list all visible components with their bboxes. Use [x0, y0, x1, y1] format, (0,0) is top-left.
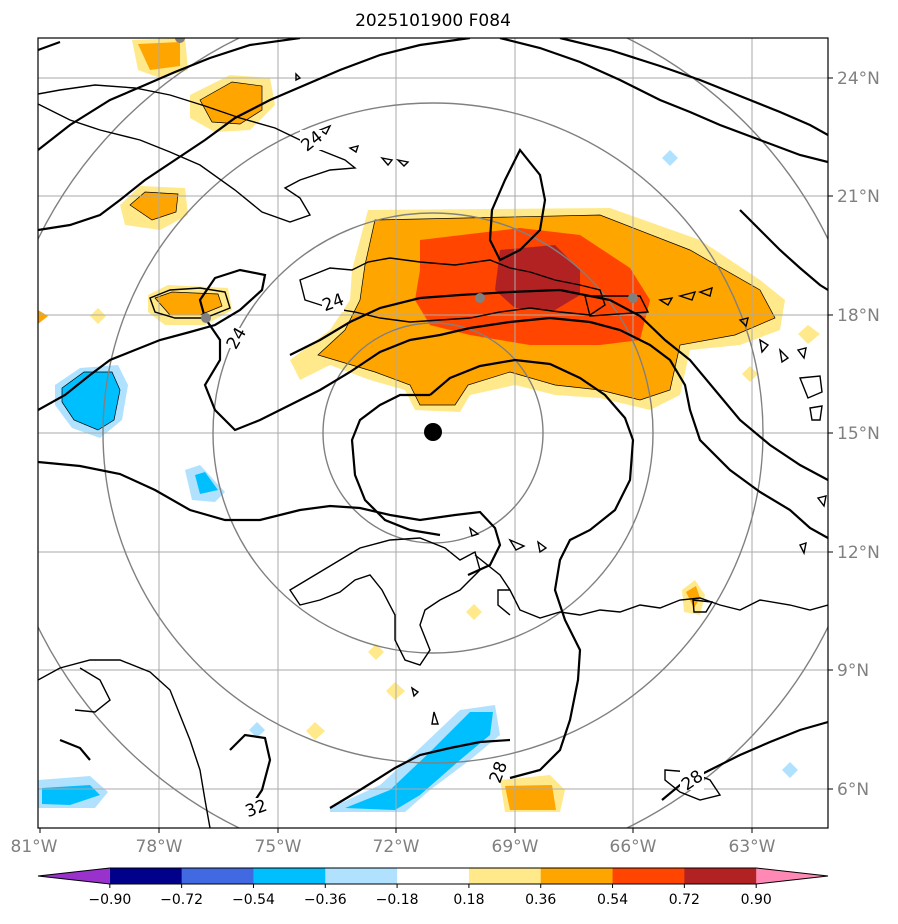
colorbar-segment [38, 868, 110, 884]
figure-title: 2025101900 F084 [355, 11, 511, 31]
height-contours [38, 38, 828, 809]
colorbar-tick-label: −0.36 [304, 892, 347, 908]
colorbar-tick-label: 0.90 [741, 892, 772, 908]
lat-label: 15°N [837, 424, 880, 444]
colorbar-tick-label: 0.36 [525, 892, 556, 908]
lon-label: 66°W [610, 837, 657, 857]
lat-label: 6°N [837, 780, 869, 800]
lat-label: 12°N [837, 543, 880, 563]
latitude-labels: 24°N 21°N 18°N 15°N 12°N 9°N 6°N [837, 69, 880, 800]
colorbar-segment [181, 868, 254, 884]
colorbar-tick-label: 0.54 [597, 892, 628, 908]
axis-ticks [39, 77, 833, 833]
longitude-labels: 81°W 78°W 75°W 72°W 69°W 66°W 63°W [11, 837, 776, 857]
storm-center-marker [424, 423, 442, 441]
colorbar: −0.90 −0.72 −0.54 −0.36 −0.18 0.18 0.36 0.54 0.7… [37, 867, 829, 908]
map-panel: 24 24 24 32 28 28 [38, 38, 828, 828]
colorbar-segment [540, 868, 614, 884]
lat-label: 18°N [837, 306, 880, 326]
colorbar-tick-label: −0.72 [160, 892, 203, 908]
colorbar-tick-label: −0.90 [88, 892, 131, 908]
lon-label: 72°W [373, 837, 420, 857]
colorbar-segment [325, 868, 398, 884]
lon-label: 75°W [255, 837, 302, 857]
colorbar-tick-label: 0.72 [669, 892, 700, 908]
colorbar-segment [612, 868, 685, 884]
colorbar-segment [756, 868, 828, 884]
colorbar-segment [468, 868, 542, 884]
lat-label: 24°N [837, 69, 880, 89]
colorbar-tick-label: −0.54 [232, 892, 275, 908]
lon-label: 63°W [729, 837, 776, 857]
lat-label: 9°N [837, 661, 869, 681]
colorbar-segment [109, 868, 183, 884]
colorbar-segment [397, 868, 470, 884]
colorbar-tick-label: 0.18 [453, 892, 484, 908]
colorbar-segment [253, 868, 326, 884]
station-markers [175, 38, 638, 323]
colorbar-segment [684, 868, 757, 884]
lon-label: 78°W [136, 837, 183, 857]
colorbar-tick-label: −0.18 [376, 892, 419, 908]
range-rings [38, 38, 828, 828]
coastlines [38, 72, 828, 828]
lat-label: 21°N [837, 187, 880, 207]
lon-label: 69°W [492, 837, 539, 857]
lon-label: 81°W [11, 837, 58, 857]
